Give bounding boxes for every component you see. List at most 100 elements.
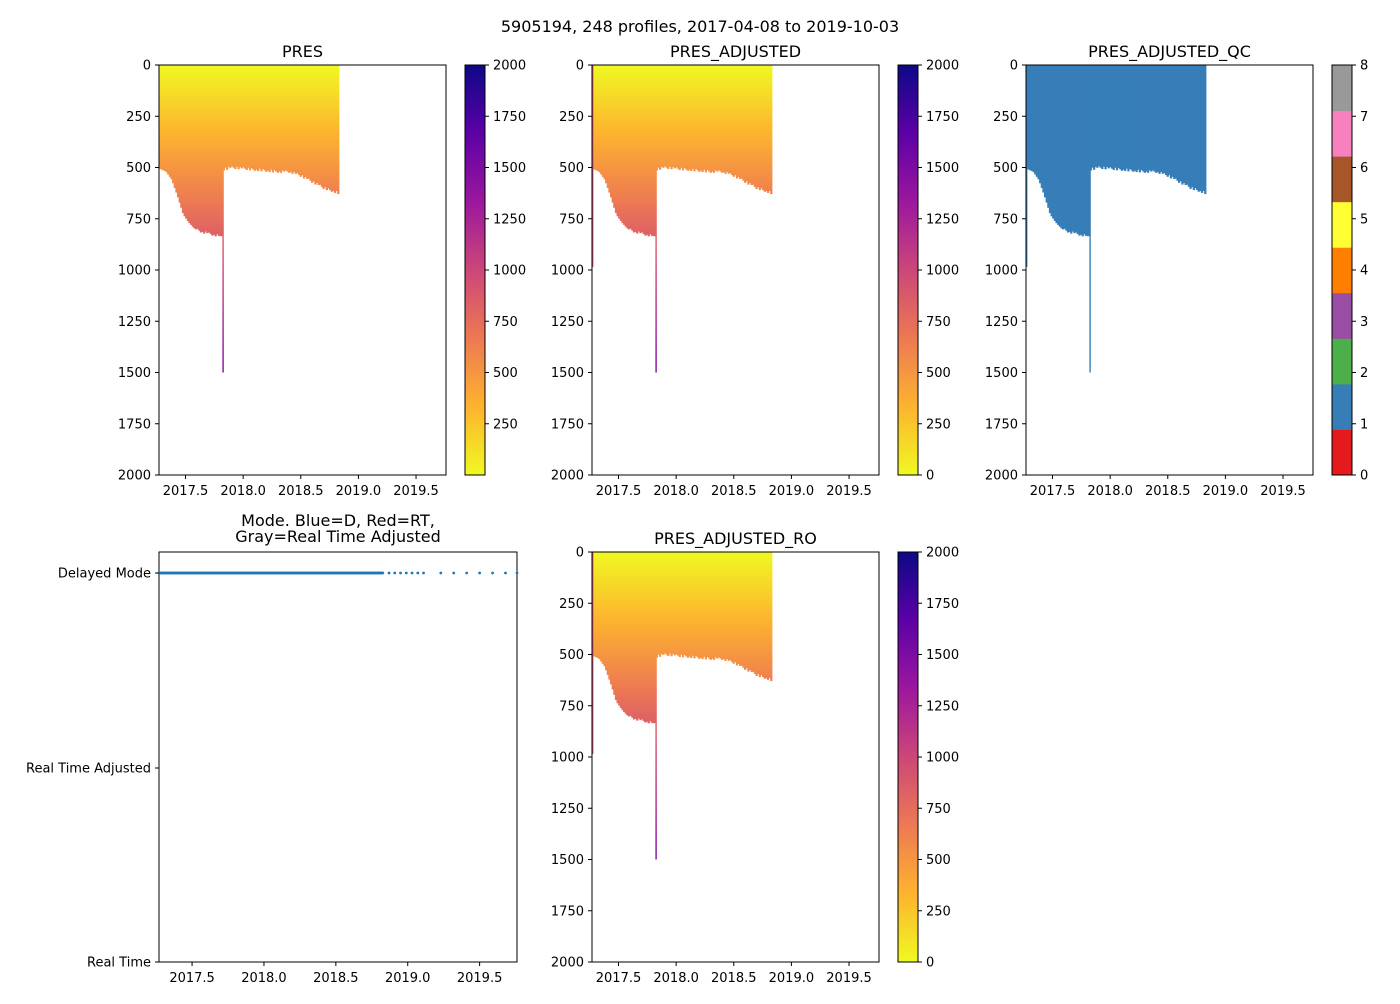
profile-column	[712, 65, 716, 173]
profile-column	[755, 552, 758, 676]
profile-column	[673, 65, 676, 169]
profile-column	[708, 552, 711, 659]
profile-column	[595, 65, 598, 171]
profile-column	[650, 65, 654, 236]
profile-column	[690, 65, 693, 172]
colorbar-segment	[1332, 338, 1352, 385]
profile-column	[642, 65, 645, 235]
profile-column	[654, 65, 657, 237]
profile-column	[1191, 65, 1194, 188]
colorbar-segment	[1332, 247, 1352, 294]
profile-column	[302, 65, 306, 179]
y-tick-label: 250	[559, 597, 584, 612]
y-tick-label: 1750	[551, 417, 584, 432]
profile-column	[258, 65, 261, 169]
profile-column	[1081, 65, 1084, 237]
profile-column	[1204, 65, 1207, 195]
x-tick-label: 2018.5	[711, 971, 757, 986]
y-tick-label: 1000	[118, 264, 151, 279]
profile-column	[727, 65, 730, 174]
profile-column	[1099, 65, 1102, 168]
profile-column	[1181, 65, 1184, 185]
profile-column	[244, 65, 247, 169]
profile-column	[172, 65, 175, 184]
profile-column	[611, 552, 614, 690]
profile-column	[596, 65, 600, 172]
profile-column	[257, 65, 260, 172]
y-tick-label: 500	[559, 648, 584, 663]
profile-column	[636, 65, 639, 234]
profile-column	[165, 65, 168, 173]
profile-column	[734, 552, 737, 663]
profile-column	[601, 552, 605, 664]
profile-column	[729, 552, 732, 661]
profile-column	[1122, 65, 1125, 170]
profile-column	[660, 552, 663, 654]
profile-column	[247, 65, 250, 168]
profile-column	[283, 65, 286, 172]
colorbar-tick-label: 1500	[926, 648, 959, 663]
profile-column	[1070, 65, 1073, 234]
profile-column	[765, 65, 768, 192]
figure-suptitle: 5905194, 248 profiles, 2017-04-08 to 201…	[501, 17, 899, 36]
colorbar-tick-label: 1750	[926, 110, 959, 125]
profile-column	[1079, 65, 1083, 235]
profile-column	[699, 65, 703, 171]
profile-column	[613, 65, 616, 208]
profile-column	[686, 65, 690, 171]
profile-column	[1148, 65, 1151, 171]
profile-column	[1045, 65, 1048, 203]
profile-column	[606, 552, 609, 675]
colorbar-tick-label: 1500	[493, 161, 526, 176]
profile-column	[160, 65, 163, 170]
y-category-label: Real Time	[87, 956, 151, 971]
profile-column	[711, 65, 714, 172]
profile-column	[740, 552, 743, 666]
profile-column	[724, 65, 727, 174]
profile-column	[752, 552, 755, 672]
profile-column	[1135, 65, 1138, 173]
profile-column	[281, 65, 284, 171]
plot-area	[1026, 65, 1207, 373]
profile-column	[652, 65, 655, 237]
profile-column	[270, 65, 273, 170]
profile-column	[716, 65, 719, 172]
profile-column	[206, 65, 209, 234]
profile-column	[745, 552, 748, 669]
profile-column	[619, 65, 623, 221]
profile-column	[757, 65, 760, 188]
profile-column	[1133, 65, 1137, 171]
profile-column	[1187, 65, 1191, 187]
y-tick-label: 750	[559, 212, 584, 227]
plot-area	[592, 65, 773, 373]
mode-point	[452, 571, 456, 575]
profile-column	[665, 65, 668, 168]
profile-column	[1164, 65, 1168, 175]
colorbar-tick-label: 2000	[926, 59, 959, 74]
profile-column	[1173, 65, 1176, 179]
colorbar-tick-label: 500	[926, 366, 951, 381]
profile-column	[1114, 65, 1117, 168]
profile-column	[644, 552, 647, 723]
profile-column	[608, 552, 611, 680]
profile-column	[768, 552, 771, 679]
profile-column	[747, 552, 750, 672]
y-tick-label: 0	[1010, 59, 1018, 74]
profile-column	[235, 65, 239, 167]
profile-column	[1171, 65, 1174, 177]
y-tick-label: 250	[126, 110, 151, 125]
profile-column	[268, 65, 271, 173]
profile-column	[660, 65, 663, 167]
profile-column	[596, 552, 600, 659]
panel-title: PRES_ADJUSTED	[670, 42, 801, 62]
profile-column	[639, 65, 642, 234]
profile-column	[181, 65, 185, 214]
early-profile-spike	[592, 65, 594, 267]
profile-column	[289, 65, 292, 173]
panel-title: PRES	[282, 42, 323, 61]
profile-column	[659, 552, 662, 657]
profile-column	[760, 65, 763, 189]
x-tick-label: 2017.5	[1030, 484, 1076, 499]
colorbar-tick-label: 1000	[926, 751, 959, 766]
mode-point	[404, 571, 408, 575]
